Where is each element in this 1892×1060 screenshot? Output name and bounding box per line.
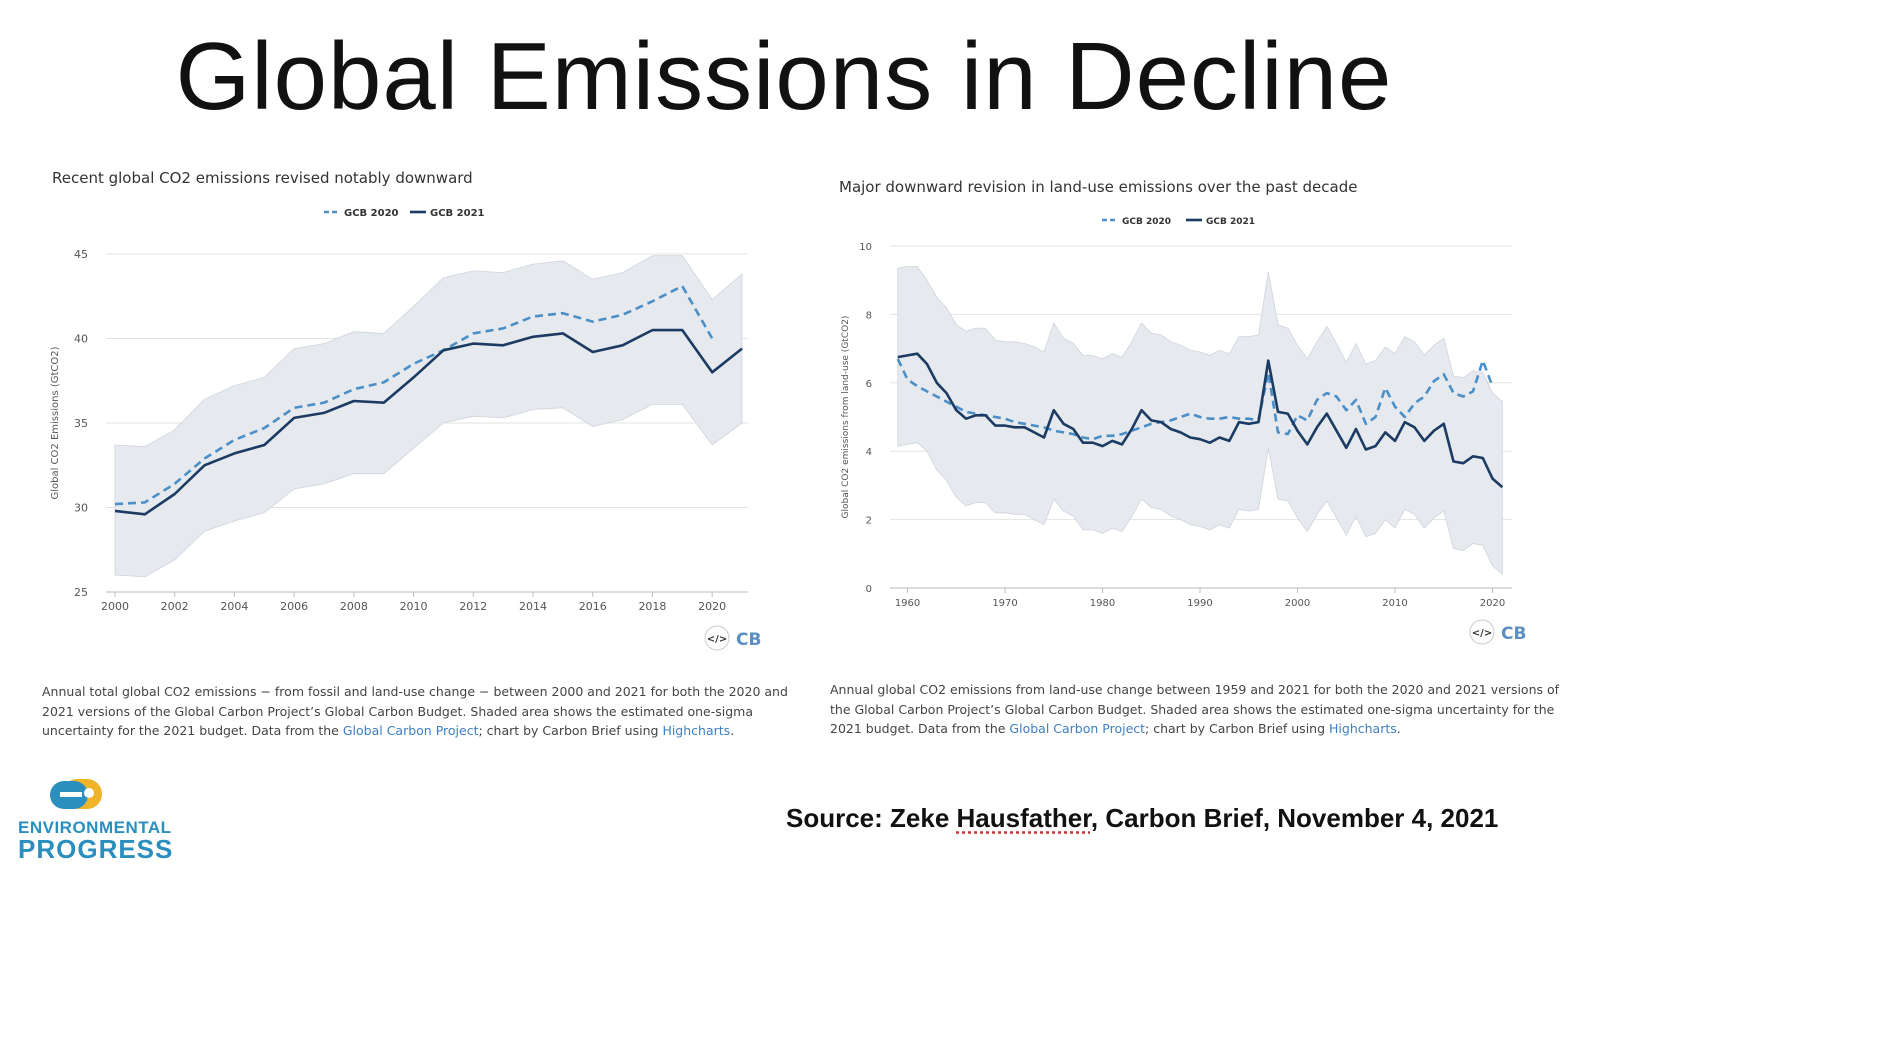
- chart-2-caption-mid: ; chart by Carbon Brief using: [1145, 721, 1330, 736]
- chart-1-xtick-label: 2014: [519, 600, 547, 613]
- environmental-progress-logo-icon: [50, 779, 102, 809]
- chart-2-xtick-label: 2010: [1382, 598, 1407, 609]
- chart-2-series-gcb-2021: [897, 352, 1504, 489]
- logo-line-1: ENVIRONMENTAL: [18, 818, 172, 837]
- chart-1-xtick-label: 2012: [459, 600, 487, 613]
- chart-2-legend-label: GCB 2020: [1122, 217, 1171, 227]
- chart-1-ytick-label: 35: [74, 417, 88, 430]
- chart-1-xtick-label: 2018: [638, 600, 666, 613]
- chart-1-link-highcharts[interactable]: Highcharts: [662, 723, 731, 738]
- chart-2-ytick-label: 6: [866, 379, 872, 390]
- chart-2-ytick-label: 8: [866, 310, 872, 321]
- chart-2-xtick-label: 1960: [895, 598, 920, 609]
- chart-1-xtick-label: 2008: [340, 600, 368, 613]
- chart-1-xtick-label: 2010: [400, 600, 428, 613]
- chart-2-xtick-label: 1970: [992, 598, 1017, 609]
- chart-1-xtick-label: 2000: [101, 600, 129, 613]
- chart-1-legend-label: GCB 2021: [430, 208, 485, 219]
- chart-1-caption-end: .: [730, 723, 735, 738]
- chart-2-link-highcharts[interactable]: Highcharts: [1329, 721, 1397, 736]
- chart-1-xtick-label: 2006: [280, 600, 308, 613]
- chart-2-ytick-label: 2: [866, 516, 872, 527]
- chart-2-caption: Annual global CO2 emissions from land-us…: [830, 680, 1566, 739]
- chart-1-ytick-label: 40: [74, 333, 88, 346]
- chart-1-caption: Annual total global CO2 emissions − from…: [42, 682, 802, 741]
- slide-title: Global Emissions in Decline: [175, 23, 1393, 130]
- chart-2-legend-label: GCB 2021: [1206, 217, 1255, 227]
- chart-1-caption-text: Annual total global CO2 emissions − from…: [42, 684, 788, 738]
- chart-1-brand-logo: CB: [736, 630, 761, 650]
- chart-1-legend-label: GCB 2020: [344, 208, 399, 219]
- chart-2: 0 2 4 6 8 10 1960 1970 1980 1990 2000 2010 2020 Globa…: [841, 217, 1526, 645]
- chart-1-code-icon-glyph: </>: [707, 634, 727, 645]
- chart-1-xtick-label: 2004: [220, 600, 248, 613]
- chart-2-ytick-label: 4: [866, 447, 872, 458]
- chart-1-code-icon: [704, 625, 730, 651]
- chart-1-xtick-label: 2020: [698, 600, 726, 613]
- chart-2-brand-logo: CB: [1501, 624, 1526, 644]
- chart-1-series-gcb-2020: [114, 284, 714, 506]
- chart-1-ylabel: Global CO2 Emissions (GtCO2): [50, 346, 61, 499]
- chart-1-ytick-label: 45: [74, 248, 88, 261]
- chart-2-title: Major downward revision in land-use emis…: [839, 178, 1358, 196]
- chart-1-title: Recent global CO2 emissions revised nota…: [52, 169, 473, 187]
- chart-1-xtick-label: 2016: [579, 600, 607, 613]
- chart-2-caption-end: .: [1396, 721, 1401, 736]
- source-prefix: Source: Zeke: [786, 803, 957, 833]
- chart-2-ytick-label: 0: [866, 584, 872, 595]
- chart-2-code-icon-glyph: </>: [1472, 628, 1492, 639]
- chart-1: 25 30 35 40 45 2000 2002 2004 2006 2008 2010 2012 20…: [50, 208, 761, 651]
- source-author: Hausfather: [956, 803, 1091, 833]
- chart-2-ytick-label: 10: [859, 242, 872, 253]
- chart-1-series-gcb-2021: [114, 328, 743, 516]
- chart-2-xtick-label: 1980: [1090, 598, 1115, 609]
- chart-1-xtick-label: 2002: [161, 600, 189, 613]
- source-credit: Source: Zeke Hausfather, Carbon Brief, N…: [786, 803, 1498, 834]
- chart-2-link-global-carbon-project[interactable]: Global Carbon Project: [1009, 721, 1146, 736]
- chart-1-link-global-carbon-project[interactable]: Global Carbon Project: [342, 723, 479, 738]
- chart-2-series-gcb-2020: [896, 358, 1494, 441]
- chart-2-xtick-label: 2000: [1285, 598, 1310, 609]
- chart-2-xtick-label: 1990: [1187, 598, 1212, 609]
- logo-line-2: PROGRESS: [18, 834, 174, 864]
- source-suffix: , Carbon Brief, November 4, 2021: [1090, 803, 1499, 833]
- chart-2-code-icon: [1469, 619, 1495, 645]
- chart-1-ytick-label: 30: [74, 502, 88, 515]
- chart-2-caption-text: Annual global CO2 emissions from land-us…: [830, 682, 1560, 736]
- chart-1-ytick-label: 25: [74, 586, 88, 599]
- chart-2-xtick-label: 2020: [1480, 598, 1505, 609]
- chart-1-caption-mid: ; chart by Carbon Brief using: [478, 723, 663, 738]
- chart-1-uncertainty-band: [114, 255, 743, 578]
- chart-2-uncertainty-band: [897, 266, 1503, 576]
- chart-2-ylabel: Global CO2 emissions from land-use (GtCO…: [841, 316, 851, 519]
